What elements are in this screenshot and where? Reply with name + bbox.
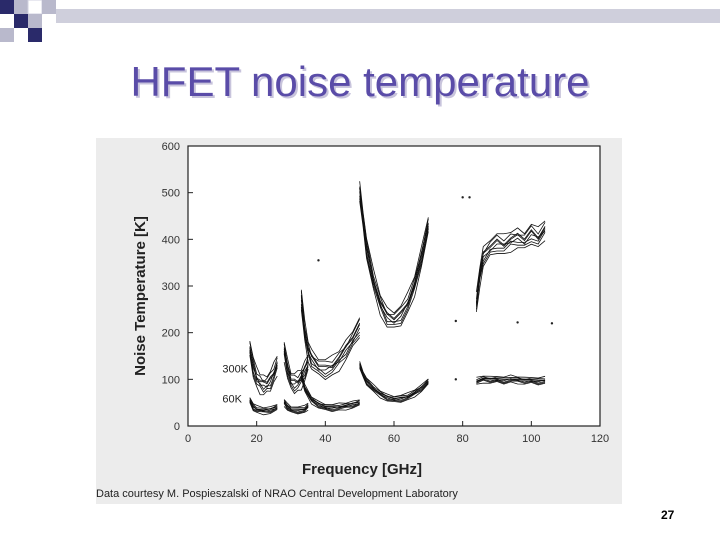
curve-300K-4 [476, 220, 546, 293]
curve-60K-6 [283, 399, 309, 408]
stray-marker [454, 319, 457, 323]
stray-marker [516, 321, 519, 324]
curve-300K-2 [300, 309, 360, 381]
curve-300K-0 [249, 352, 278, 393]
x-axis-ticks: 0 20 40 60 80 100 120 [185, 421, 609, 445]
y-tick-label: 600 [162, 141, 180, 153]
curve-300K-3 [359, 195, 429, 323]
curve-300K-1 [283, 352, 309, 385]
page-number: 27 [661, 508, 675, 522]
noise-temperature-chart: 0 20 40 60 80 100 120 0 100 200 300 400 500 600 Freq… [132, 141, 609, 478]
stray-marker [550, 322, 554, 325]
y-tick-label: 0 [174, 421, 180, 433]
curve-300K-4 [476, 240, 546, 312]
figure-panel: 0 20 40 60 80 100 120 0 100 200 300 400 500 600 Freq… [96, 138, 622, 504]
curve-60K-9 [476, 374, 546, 379]
curve-300K-0 [249, 349, 278, 391]
curve-300K-2 [300, 306, 360, 378]
curve-60K-6 [283, 401, 309, 411]
curve-60K-9 [476, 378, 546, 384]
curve-300K-1 [283, 348, 309, 384]
curve-60K-8 [359, 363, 429, 400]
curve-300K-4 [476, 230, 546, 303]
curve-60K-7 [300, 371, 360, 406]
corner-decoration [0, 0, 720, 42]
curve-60K-6 [283, 403, 309, 414]
temperature-label: 60K [222, 394, 242, 406]
curve-300K-3 [359, 187, 429, 321]
temperature-label: 300K [222, 363, 248, 375]
curve-60K-9 [476, 376, 546, 381]
noise-curves [249, 181, 546, 416]
curve-60K-7 [300, 377, 360, 413]
curve-60K-5 [249, 402, 278, 416]
curve-60K-8 [359, 368, 429, 403]
curve-300K-1 [283, 350, 309, 389]
curve-60K-5 [249, 397, 278, 409]
deco-square-light [0, 28, 14, 42]
y-axis-ticks: 0 100 200 300 400 500 600 [162, 141, 193, 433]
deco-square-dark [14, 14, 28, 28]
curve-300K-0 [249, 355, 278, 396]
deco-square-dark [28, 28, 42, 42]
curve-300K-1 [283, 353, 309, 392]
curve-60K-6 [283, 402, 309, 413]
curve-300K-4 [476, 232, 546, 310]
x-tick-label: 0 [185, 433, 191, 445]
curve-300K-3 [359, 181, 429, 314]
y-tick-label: 500 [162, 188, 180, 200]
y-tick-label: 400 [162, 234, 180, 246]
curve-60K-9 [476, 379, 546, 385]
curve-300K-2 [300, 296, 361, 369]
curve-60K-7 [300, 370, 360, 406]
curve-60K-7 [300, 373, 360, 408]
y-tick-label: 300 [162, 281, 180, 293]
curve-300K-1 [283, 342, 309, 375]
deco-square-light [14, 0, 28, 14]
curve-60K-6 [283, 406, 309, 415]
stray-marker [454, 378, 457, 381]
curve-300K-3 [359, 201, 429, 328]
curve-60K-9 [476, 381, 546, 386]
data-credit-caption: Data courtesy M. Pospieszalski of NRAO C… [96, 488, 458, 500]
curve-300K-2 [300, 289, 361, 361]
deco-square-dark [0, 0, 14, 14]
curve-300K-2 [300, 291, 361, 363]
deco-bar [56, 9, 720, 23]
x-axis-label: Frequency [GHz] [302, 461, 422, 478]
temperature-labels: 300K 60K [222, 363, 248, 405]
y-tick-label: 200 [162, 328, 180, 340]
deco-square-light [28, 14, 42, 28]
curve-60K-7 [300, 377, 360, 412]
y-tick-label: 100 [162, 374, 180, 386]
stray-marker [461, 196, 464, 199]
stray-marker [317, 259, 320, 262]
curve-300K-4 [476, 227, 546, 305]
x-tick-label: 20 [251, 433, 263, 445]
deco-square-light [42, 0, 56, 14]
deco-square-light [27, 0, 43, 15]
x-tick-label: 120 [591, 433, 609, 445]
x-tick-label: 40 [319, 433, 331, 445]
curve-300K-4 [476, 229, 546, 307]
slide-title: HFET noise temperature [130, 58, 590, 105]
y-axis-label: Noise Temperature [K] [132, 216, 149, 376]
curve-60K-5 [249, 400, 278, 413]
x-tick-label: 100 [522, 433, 540, 445]
curve-60K-8 [359, 366, 429, 401]
curve-60K-5 [249, 399, 278, 411]
x-tick-label: 60 [388, 433, 400, 445]
x-tick-label: 80 [457, 433, 469, 445]
curve-300K-0 [249, 340, 278, 378]
curve-300K-0 [249, 347, 278, 385]
stray-markers [317, 196, 554, 381]
stray-marker [468, 196, 471, 199]
curve-60K-8 [359, 361, 429, 398]
curve-60K-9 [476, 378, 546, 383]
